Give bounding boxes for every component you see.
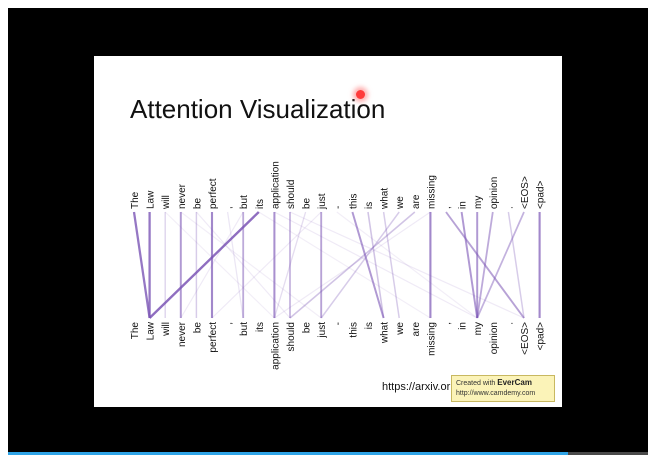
attention-link xyxy=(382,211,400,319)
top-token-label: my xyxy=(473,196,484,209)
attention-link xyxy=(258,211,431,319)
attention-link xyxy=(289,211,525,319)
attention-link xyxy=(211,211,322,319)
top-token-label: <EOS> xyxy=(520,176,531,209)
slide-title: Attention Visualization xyxy=(130,94,386,124)
attention-visualization: TheTheLawLawwillwillneverneverbebeperfec… xyxy=(130,161,547,370)
bottom-token-label: . xyxy=(504,322,515,325)
top-token-label: in xyxy=(458,201,469,209)
bottom-token-label: we xyxy=(395,322,406,336)
bottom-token-label: but xyxy=(239,322,250,336)
top-token-label: this xyxy=(348,193,359,209)
cursor-highlight xyxy=(356,90,365,99)
top-token-label: are xyxy=(411,194,422,209)
bottom-token-label: , xyxy=(224,322,235,325)
attention-link xyxy=(274,211,478,319)
attention-link xyxy=(320,211,400,319)
top-token-label: - xyxy=(333,206,344,209)
top-token-label: , xyxy=(442,206,453,209)
bottom-token-label: <pad> xyxy=(536,322,547,351)
bottom-token-label: be xyxy=(192,322,203,334)
bottom-token-label: opinion xyxy=(489,322,500,354)
attention-link xyxy=(336,211,478,319)
top-token-label: but xyxy=(239,195,250,209)
watermark-url: http://www.camdemy.com xyxy=(456,390,536,397)
attention-link xyxy=(460,211,479,319)
bottom-token-label: be xyxy=(302,322,313,334)
top-token-label: The xyxy=(130,191,141,209)
watermark-brand: EverCam xyxy=(497,378,532,387)
top-token-label: , xyxy=(224,206,235,209)
progress-bar-played[interactable] xyxy=(8,452,568,455)
bottom-token-label: in xyxy=(458,322,469,330)
bottom-token-label: my xyxy=(473,322,484,335)
bottom-token-label: this xyxy=(348,322,359,338)
bottom-token-label: <EOS> xyxy=(520,322,531,355)
bottom-token-label: perfect xyxy=(208,322,219,353)
top-token-label: missing xyxy=(426,175,437,209)
bottom-token-label: never xyxy=(177,321,188,347)
attention-link xyxy=(507,211,525,319)
bottom-token-label: Law xyxy=(146,321,157,340)
top-token-label: its xyxy=(255,199,266,209)
bottom-token-label: - xyxy=(333,322,344,325)
top-token-label: Law xyxy=(146,190,157,209)
progress-bar-remaining[interactable] xyxy=(568,452,648,455)
video-player[interactable]: Attention Visualization The The Law Law will… xyxy=(8,8,648,455)
top-token-label: opinion xyxy=(489,177,500,209)
attention-link xyxy=(273,211,307,319)
evercam-watermark: Created with EverCam http://www.camdemy.… xyxy=(451,375,555,402)
attention-link xyxy=(445,211,525,319)
top-token-label: be xyxy=(192,197,203,209)
top-token-label: will xyxy=(161,195,172,210)
attention-link xyxy=(274,211,431,319)
bottom-token-label: is xyxy=(364,322,375,329)
attention-link xyxy=(367,211,385,319)
top-token-label: be xyxy=(302,197,313,209)
top-token-label: what xyxy=(380,188,391,210)
attention-link xyxy=(180,211,244,319)
attention-link xyxy=(180,211,322,319)
attention-link xyxy=(164,211,275,319)
presentation-slide: Attention Visualization The The Law Law will… xyxy=(94,56,562,407)
attention-link xyxy=(289,211,416,319)
top-token-label: just xyxy=(317,193,328,210)
watermark-prefix: Created with xyxy=(456,380,498,387)
bottom-token-label: are xyxy=(411,322,422,337)
attention-link xyxy=(476,211,525,319)
bottom-token-label: just xyxy=(317,322,328,339)
bottom-token-label: missing xyxy=(426,322,437,356)
bottom-token-label: what xyxy=(380,322,391,344)
bottom-token-label: application xyxy=(270,322,281,370)
top-token-label: is xyxy=(364,202,375,209)
top-token-label: perfect xyxy=(208,178,219,209)
top-token-label: should xyxy=(286,180,297,209)
top-token-label: never xyxy=(177,183,188,209)
top-token-label: . xyxy=(504,206,515,209)
reference-link-text: https://arxiv.or xyxy=(382,381,451,393)
top-token-label: application xyxy=(270,161,281,209)
attention-link xyxy=(132,211,151,319)
top-token-label: <pad> xyxy=(536,180,547,209)
attention-link xyxy=(148,211,260,319)
attention-link xyxy=(351,211,385,319)
attention-link xyxy=(195,211,291,319)
bottom-token-label: its xyxy=(255,322,266,332)
bottom-token-label: will xyxy=(161,322,172,337)
attention-link xyxy=(226,211,244,319)
bottom-token-label: , xyxy=(442,322,453,325)
bottom-token-label: The xyxy=(130,322,141,340)
top-token-label: we xyxy=(395,196,406,210)
bottom-token-label: should xyxy=(286,322,297,351)
